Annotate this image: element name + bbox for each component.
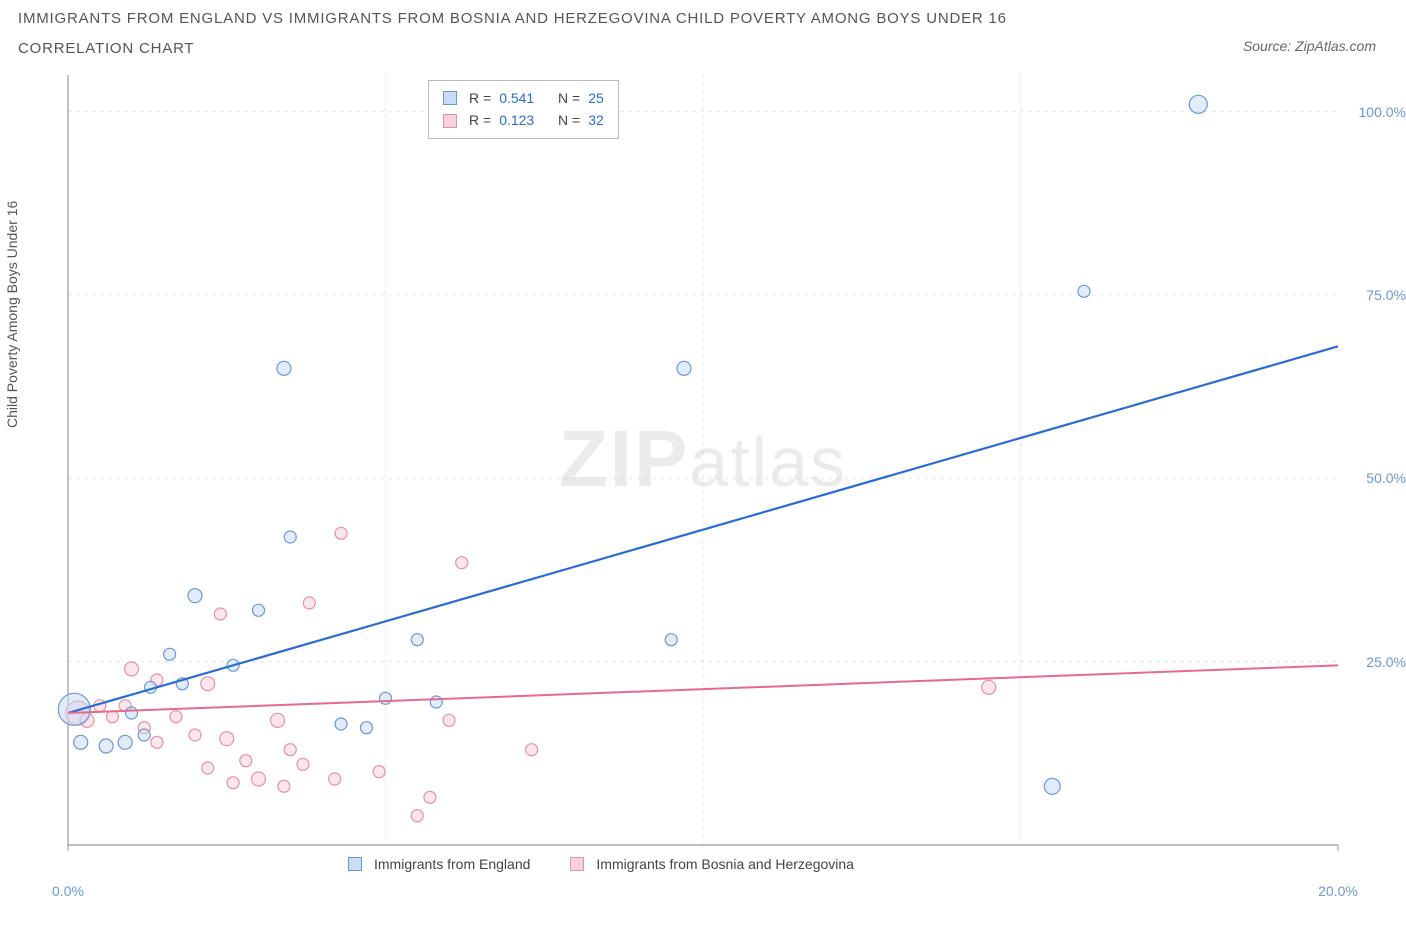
n-label: N =: [558, 109, 580, 131]
x-tick-label: 20.0%: [1318, 883, 1358, 899]
chart-area: R = 0.541 N = 25 R = 0.123 N = 32 ZIPatl…: [48, 75, 1358, 875]
correlation-legend: R = 0.541 N = 25 R = 0.123 N = 32: [428, 80, 619, 139]
swatch-icon: [570, 857, 584, 871]
series-legend: Immigrants from England Immigrants from …: [348, 856, 854, 872]
r-value: 0.123: [499, 109, 534, 131]
r-label: R =: [469, 87, 491, 109]
source-name: ZipAtlas.com: [1295, 38, 1376, 54]
legend-label: Immigrants from England: [374, 856, 530, 872]
y-tick-label: 25.0%: [1366, 654, 1406, 670]
y-tick-label: 100.0%: [1359, 104, 1406, 120]
legend-item-england: Immigrants from England: [348, 856, 530, 872]
swatch-icon: [443, 114, 457, 128]
n-value: 32: [588, 109, 604, 131]
r-label: R =: [469, 109, 491, 131]
chart-subtitle: CORRELATION CHART: [18, 40, 194, 57]
y-axis-label: Child Poverty Among Boys Under 16: [4, 201, 20, 428]
n-value: 25: [588, 87, 604, 109]
legend-row-england: R = 0.541 N = 25: [443, 87, 604, 109]
swatch-icon: [443, 91, 457, 105]
scatter-plot: [48, 75, 1358, 875]
legend-item-bosnia: Immigrants from Bosnia and Herzegovina: [570, 856, 854, 872]
y-tick-label: 75.0%: [1366, 287, 1406, 303]
legend-label: Immigrants from Bosnia and Herzegovina: [596, 856, 854, 872]
legend-row-bosnia: R = 0.123 N = 32: [443, 109, 604, 131]
n-label: N =: [558, 87, 580, 109]
swatch-icon: [348, 857, 362, 871]
r-value: 0.541: [499, 87, 534, 109]
source-label: Source:: [1243, 38, 1291, 54]
y-tick-label: 50.0%: [1366, 470, 1406, 486]
source-attribution: Source: ZipAtlas.com: [1243, 38, 1376, 54]
chart-title: IMMIGRANTS FROM ENGLAND VS IMMIGRANTS FR…: [18, 10, 1007, 27]
x-tick-label: 0.0%: [52, 883, 84, 899]
